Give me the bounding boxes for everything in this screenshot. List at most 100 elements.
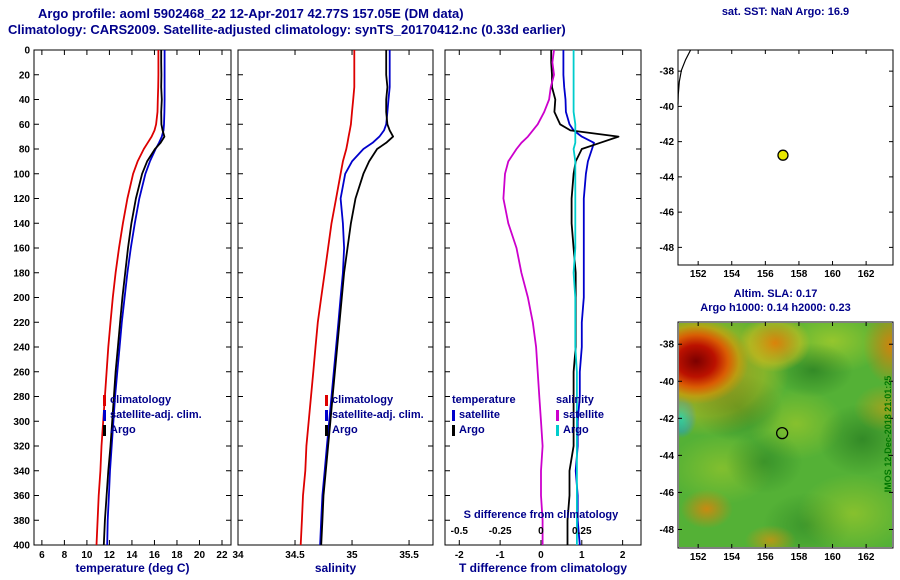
sla-title-line1: Altim. SLA: 0.17 <box>733 288 818 300</box>
satellite-adj-clim-color-swatch <box>103 410 106 421</box>
depth-tick-label: 20 <box>19 70 31 81</box>
depth-tick-label: 120 <box>13 194 30 205</box>
depth-tick-label: 160 <box>13 244 30 255</box>
series-sat <box>319 50 391 546</box>
lon-tick-label: 154 <box>723 552 740 563</box>
x-tick-label: 6 <box>39 550 45 561</box>
legend-label: Argo <box>332 424 358 436</box>
lon-tick-label: 162 <box>858 269 875 280</box>
lat-tick-label: -44 <box>660 451 675 462</box>
lat-tick-label: -40 <box>660 102 675 113</box>
legend-item-s-argo: Argo <box>556 423 604 438</box>
series-clim <box>95 50 160 546</box>
depth-tick-label: 300 <box>13 417 30 428</box>
legend-item-t-satellite: satellite <box>452 408 516 423</box>
lat-tick-label: -40 <box>660 377 675 388</box>
argo-color-swatch <box>325 425 328 436</box>
depth-tick-label: 220 <box>13 318 30 329</box>
series-t-argo <box>550 50 620 545</box>
s-tick-label: -0.5 <box>451 526 469 537</box>
temperature-axis-title: temperature (deg C) <box>75 561 190 575</box>
t-difference-axis-title: T difference from climatology <box>458 561 628 575</box>
legend-label: Argo <box>110 424 136 436</box>
legend-item-s-satellite: satellite <box>556 408 604 423</box>
lon-tick-label: 154 <box>723 269 740 280</box>
coastline <box>677 49 692 105</box>
sst-map-title: sat. SST: NaN Argo: 16.9 <box>721 6 850 18</box>
x-tick-label: 2 <box>620 550 626 561</box>
x-tick-label: 22 <box>216 550 228 561</box>
climatology-color-swatch <box>103 395 106 406</box>
depth-tick-label: 60 <box>19 120 31 131</box>
argo-color-swatch <box>103 425 106 436</box>
x-tick-label: 20 <box>194 550 206 561</box>
satellite-adj-clim-color-swatch <box>325 410 328 421</box>
depth-tick-label: 320 <box>13 442 30 453</box>
series-s-argo <box>572 50 578 545</box>
lon-tick-label: 152 <box>690 269 707 280</box>
legend-header-salinity: salinity <box>556 394 594 406</box>
series-t-sat <box>562 50 595 546</box>
legend-item-t-argo: Argo <box>452 423 516 438</box>
sst-location-map-frame <box>677 49 894 266</box>
legend-temperature-panel: climatology satellite-adj. clim. Argo <box>103 393 202 438</box>
difference-from-climatology-frame <box>444 49 642 546</box>
x-tick-label: 18 <box>171 550 183 561</box>
series-argo <box>102 50 166 546</box>
sla-map-frame <box>677 321 894 549</box>
lon-tick-label: 156 <box>757 269 774 280</box>
depth-tick-label: 140 <box>13 219 30 230</box>
series-clim <box>299 50 356 546</box>
legend-item-satellite-adj-clim: satellite-adj. clim. <box>325 408 424 423</box>
x-tick-label: 34.5 <box>285 550 305 561</box>
x-tick-label: 1 <box>579 550 585 561</box>
legend-item-argo: Argo <box>325 423 424 438</box>
x-tick-label: 12 <box>104 550 116 561</box>
series-s-sat <box>502 49 555 545</box>
depth-tick-label: 280 <box>13 392 30 403</box>
argo-float-marker <box>775 426 789 440</box>
salinity-axis-title: salinity <box>314 561 357 575</box>
x-tick-label: 10 <box>81 550 93 561</box>
lon-tick-label: 152 <box>690 552 707 563</box>
depth-tick-label: 360 <box>13 491 30 502</box>
lat-tick-label: -42 <box>660 414 675 425</box>
depth-tick-label: 400 <box>13 541 30 552</box>
lat-tick-label: -38 <box>660 67 675 78</box>
x-tick-label: -2 <box>455 550 464 561</box>
legend-item-climatology: climatology <box>103 393 202 408</box>
title-line2: Climatology: CARS2009. Satellite-adjuste… <box>8 22 566 37</box>
lon-tick-label: 160 <box>824 269 841 280</box>
legend-label: satellite <box>459 409 500 421</box>
legend-label: satellite-adj. clim. <box>110 409 202 421</box>
legend-header-temperature: temperature <box>452 394 516 406</box>
depth-tick-label: 40 <box>19 95 31 106</box>
depth-tick-label: 340 <box>13 466 30 477</box>
series-argo <box>320 50 395 546</box>
lon-tick-label: 158 <box>791 552 808 563</box>
lon-tick-label: 158 <box>791 269 808 280</box>
depth-tick-label: 0 <box>24 46 30 57</box>
lat-tick-label: -48 <box>660 525 675 536</box>
x-tick-label: 16 <box>149 550 161 561</box>
sla-title-line2: Argo h1000: 0.14 h2000: 0.23 <box>700 302 851 314</box>
legend-item-satellite-adj-clim: satellite-adj. clim. <box>103 408 202 423</box>
legend-diff-temperature: temperature satellite Argo <box>452 393 516 438</box>
x-tick-label: 0 <box>538 550 544 561</box>
depth-tick-label: 80 <box>19 145 31 156</box>
x-tick-label: 35 <box>346 550 358 561</box>
salinity-profile-frame <box>237 49 434 546</box>
lon-tick-label: 156 <box>757 552 774 563</box>
lon-tick-label: 162 <box>858 552 875 563</box>
lat-tick-label: -44 <box>660 172 675 183</box>
legend-diff-salinity: salinity satellite Argo <box>556 393 604 438</box>
legend-salinity-panel: climatology satellite-adj. clim. Argo <box>325 393 424 438</box>
lat-tick-label: -38 <box>660 340 675 351</box>
s-satellite-color-swatch <box>556 410 559 421</box>
depth-tick-label: 260 <box>13 367 30 378</box>
legend-label: Argo <box>563 424 589 436</box>
legend-item-climatology: climatology <box>325 393 424 408</box>
legend-label: satellite <box>563 409 604 421</box>
depth-tick-label: 380 <box>13 516 30 527</box>
